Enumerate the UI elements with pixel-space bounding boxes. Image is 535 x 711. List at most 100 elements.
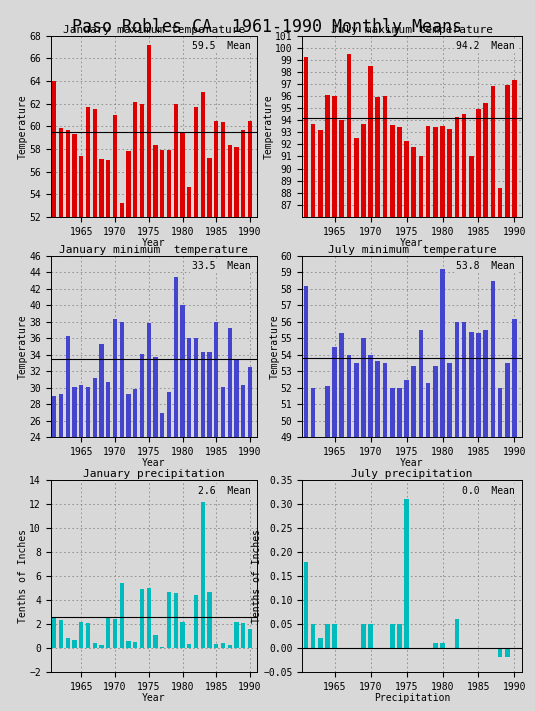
Bar (483, 330, 488, 437)
Bar (354, 139, 358, 217)
Bar (86, 107, 90, 217)
Bar (311, 624, 316, 648)
Bar (113, 619, 117, 648)
Bar (133, 642, 137, 648)
Bar (221, 387, 225, 437)
Bar (221, 122, 225, 217)
Title: January minimum  temperature: January minimum temperature (59, 245, 248, 255)
Text: 53.8  Mean: 53.8 Mean (456, 262, 515, 272)
Bar (426, 127, 431, 217)
Bar (433, 366, 438, 437)
Title: January maximum temperature: January maximum temperature (63, 25, 245, 35)
Bar (113, 115, 117, 217)
Bar (65, 638, 70, 648)
Bar (154, 146, 158, 217)
Bar (180, 621, 185, 648)
Bar (418, 330, 423, 437)
Bar (106, 382, 110, 437)
Bar (447, 363, 452, 437)
Bar (160, 412, 164, 437)
Bar (303, 562, 308, 648)
Bar (180, 132, 185, 217)
Bar (154, 356, 158, 437)
Bar (462, 114, 467, 217)
Bar (140, 354, 144, 437)
Bar (433, 643, 438, 648)
Bar (241, 623, 246, 648)
Bar (426, 383, 431, 437)
Bar (140, 104, 144, 217)
Bar (361, 124, 366, 217)
Bar (52, 618, 56, 648)
Bar (194, 595, 198, 648)
Bar (512, 319, 517, 437)
Bar (361, 338, 366, 437)
Bar (126, 151, 131, 217)
Bar (397, 387, 402, 437)
Bar (140, 589, 144, 648)
X-axis label: Year: Year (142, 238, 165, 248)
Bar (347, 355, 351, 437)
Bar (221, 643, 225, 648)
Bar (383, 363, 387, 437)
Bar (208, 353, 212, 437)
Bar (93, 109, 97, 217)
X-axis label: Precipitation: Precipitation (374, 693, 450, 703)
Bar (241, 385, 246, 437)
Bar (455, 619, 459, 648)
Bar (106, 160, 110, 217)
Bar (325, 386, 330, 437)
Bar (491, 281, 495, 437)
Bar (106, 616, 110, 648)
Bar (180, 306, 185, 437)
Bar (86, 387, 90, 437)
Bar (332, 624, 337, 648)
Bar (187, 338, 192, 437)
Bar (404, 141, 409, 217)
Bar (59, 620, 63, 648)
Bar (469, 156, 473, 217)
Bar (65, 336, 70, 437)
Bar (498, 188, 502, 217)
Title: January precipitation: January precipitation (83, 469, 225, 479)
Y-axis label: Temperature: Temperature (18, 94, 28, 159)
Bar (505, 85, 509, 217)
Bar (411, 366, 416, 437)
Bar (214, 121, 218, 217)
Bar (59, 395, 63, 437)
Bar (208, 158, 212, 217)
Bar (173, 277, 178, 437)
Bar (119, 322, 124, 437)
Bar (52, 396, 56, 437)
Y-axis label: Temperature: Temperature (270, 314, 279, 379)
Bar (160, 647, 164, 648)
Bar (318, 638, 323, 648)
Bar (100, 159, 104, 217)
Bar (483, 103, 488, 217)
Bar (72, 387, 77, 437)
Title: July maximum temperature: July maximum temperature (331, 25, 493, 35)
Text: 59.5  Mean: 59.5 Mean (192, 41, 250, 51)
Bar (201, 351, 205, 437)
Bar (147, 588, 151, 648)
Bar (234, 146, 239, 217)
Bar (113, 319, 117, 437)
Bar (404, 380, 409, 437)
Bar (126, 641, 131, 648)
Bar (390, 624, 394, 648)
Bar (376, 361, 380, 437)
Bar (201, 501, 205, 648)
Bar (368, 66, 373, 217)
Bar (383, 96, 387, 217)
Bar (79, 385, 83, 437)
Bar (368, 624, 373, 648)
Bar (376, 97, 380, 217)
Bar (100, 646, 104, 648)
Bar (361, 624, 366, 648)
Bar (318, 437, 323, 446)
Bar (311, 387, 316, 437)
Text: Paso Robles CA  1961-1990 Monthly Means: Paso Robles CA 1961-1990 Monthly Means (73, 18, 462, 36)
Bar (79, 621, 83, 648)
Bar (476, 109, 481, 217)
Bar (462, 322, 467, 437)
